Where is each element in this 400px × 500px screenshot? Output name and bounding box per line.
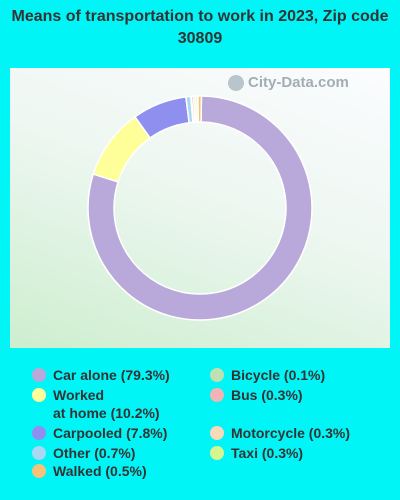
legend-item-car-alone: Car alone (79.3%) [32, 366, 170, 384]
legend-item-taxi: Taxi (0.3%) [210, 444, 303, 462]
legend-label: Taxi (0.3%) [231, 445, 304, 461]
legend-label: Walked (0.5%) [53, 463, 147, 479]
legend-item-other: Other (0.7%) [32, 444, 135, 462]
legend-label: Motorcycle (0.3%) [231, 425, 351, 441]
legend-swatch [210, 426, 224, 440]
legend-swatch [32, 464, 46, 478]
legend-swatch [32, 446, 46, 460]
chart-title: Means of transportation to work in 2023,… [11, 8, 389, 47]
legend-swatch [32, 426, 46, 440]
legend-item-walked: Walked (0.5%) [32, 462, 147, 480]
legend-label: Carpooled (7.8%) [53, 425, 168, 441]
legend-label: Worked at home (10.2%) [53, 387, 160, 421]
legend-swatch [32, 388, 46, 402]
legend-label: Bus (0.3%) [231, 387, 303, 403]
legend-item-bus: Bus (0.3%) [210, 386, 303, 404]
legend-swatch [210, 388, 224, 402]
legend-item-worked-at-home: Worked at home (10.2%) [32, 386, 160, 422]
watermark-text: City-Data.com [248, 74, 349, 91]
legend-label: Other (0.7%) [53, 445, 136, 461]
legend-swatch [32, 368, 46, 382]
legend-swatch [210, 368, 224, 382]
legend-label: Car alone (79.3%) [53, 367, 170, 383]
watermark-icon [228, 74, 244, 91]
watermark: City-Data.com [228, 74, 349, 91]
legend-swatch [210, 446, 224, 460]
legend-item-carpooled: Carpooled (7.8%) [32, 424, 167, 442]
legend-item-bicycle: Bicycle (0.1%) [210, 366, 325, 384]
legend-item-motorcycle: Motorcycle (0.3%) [210, 424, 350, 442]
slice-walked [197, 95, 203, 123]
legend-label: Bicycle (0.1%) [231, 367, 326, 383]
slice-car-alone [87, 95, 313, 321]
